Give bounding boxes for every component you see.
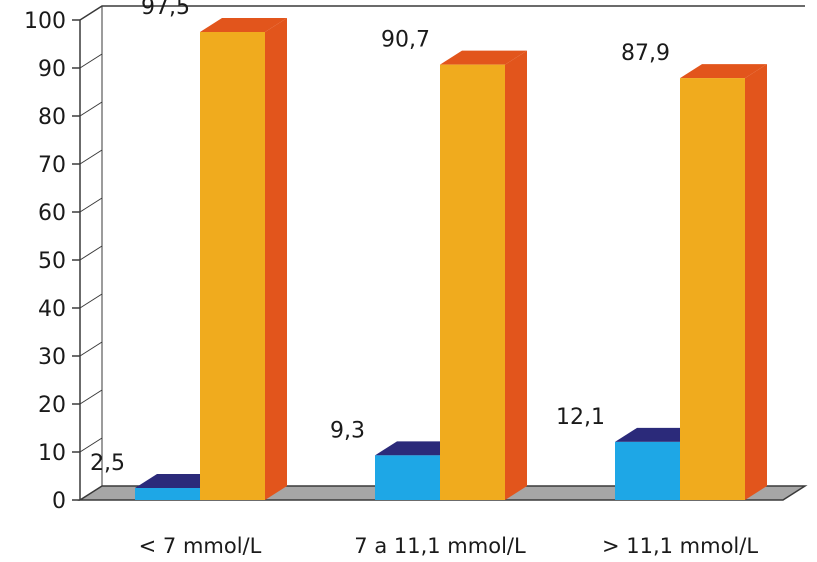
bar-side [265,18,287,500]
y-tick-depth [79,389,103,405]
data-label: 97,5 [141,0,190,20]
y-tick-label: 80 [38,105,66,130]
bars [135,18,767,500]
x-tick-label: < 7 mmol/L [139,534,262,558]
y-tick-label: 20 [38,393,66,418]
data-label: 2,5 [90,451,125,476]
x-axis: < 7 mmol/L 7 a 11,1 mmol/L > 11,1 mmol/L [139,534,759,558]
y-tick-label: 100 [24,9,66,34]
bar-s2-c3 [680,64,767,500]
y-tick-depth [79,485,103,501]
bar-front [200,32,265,500]
y-tick-label: 0 [52,489,66,514]
y-tick-depth [79,149,103,165]
bar-top [680,64,767,79]
y-tick-label: 10 [38,441,66,466]
y-axis: 0 10 20 30 40 50 60 70 80 90 100 [24,5,103,514]
y-tick-label: 50 [38,249,66,274]
data-label: 12,1 [556,405,605,430]
y-tick-depth [79,341,103,357]
bar-side [505,50,527,500]
bar-top [200,18,287,32]
data-label: 87,9 [621,41,670,66]
y-tick-label: 90 [38,57,66,82]
y-tick-depth [79,101,103,117]
y-tick-label: 40 [38,297,66,322]
x-tick-label: > 11,1 mmol/L [602,534,758,558]
bar-front [440,64,505,500]
y-tick-depth [79,293,103,309]
y-tick-label: 60 [38,201,66,226]
bar-front [615,441,680,500]
y-tick-depth [79,197,103,213]
data-label: 90,7 [381,28,430,53]
data-labels: 2,5 97,5 9,3 90,7 12,1 87,9 [90,0,670,476]
bar-front [680,78,745,500]
data-label: 9,3 [330,418,365,443]
bar-front [375,455,440,500]
y-tick-label: 70 [38,153,66,178]
y-tick-depth [79,5,103,21]
bar-top [440,50,527,65]
bar-s2-c2 [440,50,527,500]
y-tick-depth [79,245,103,261]
y-tick-label: 30 [38,345,66,370]
bar-s2-c1 [200,18,287,500]
y-tick-depth [79,437,103,453]
x-tick-label: 7 a 11,1 mmol/L [354,534,526,558]
bar-front [135,488,200,500]
bar-side [745,64,767,500]
y-tick-depth [79,53,103,69]
